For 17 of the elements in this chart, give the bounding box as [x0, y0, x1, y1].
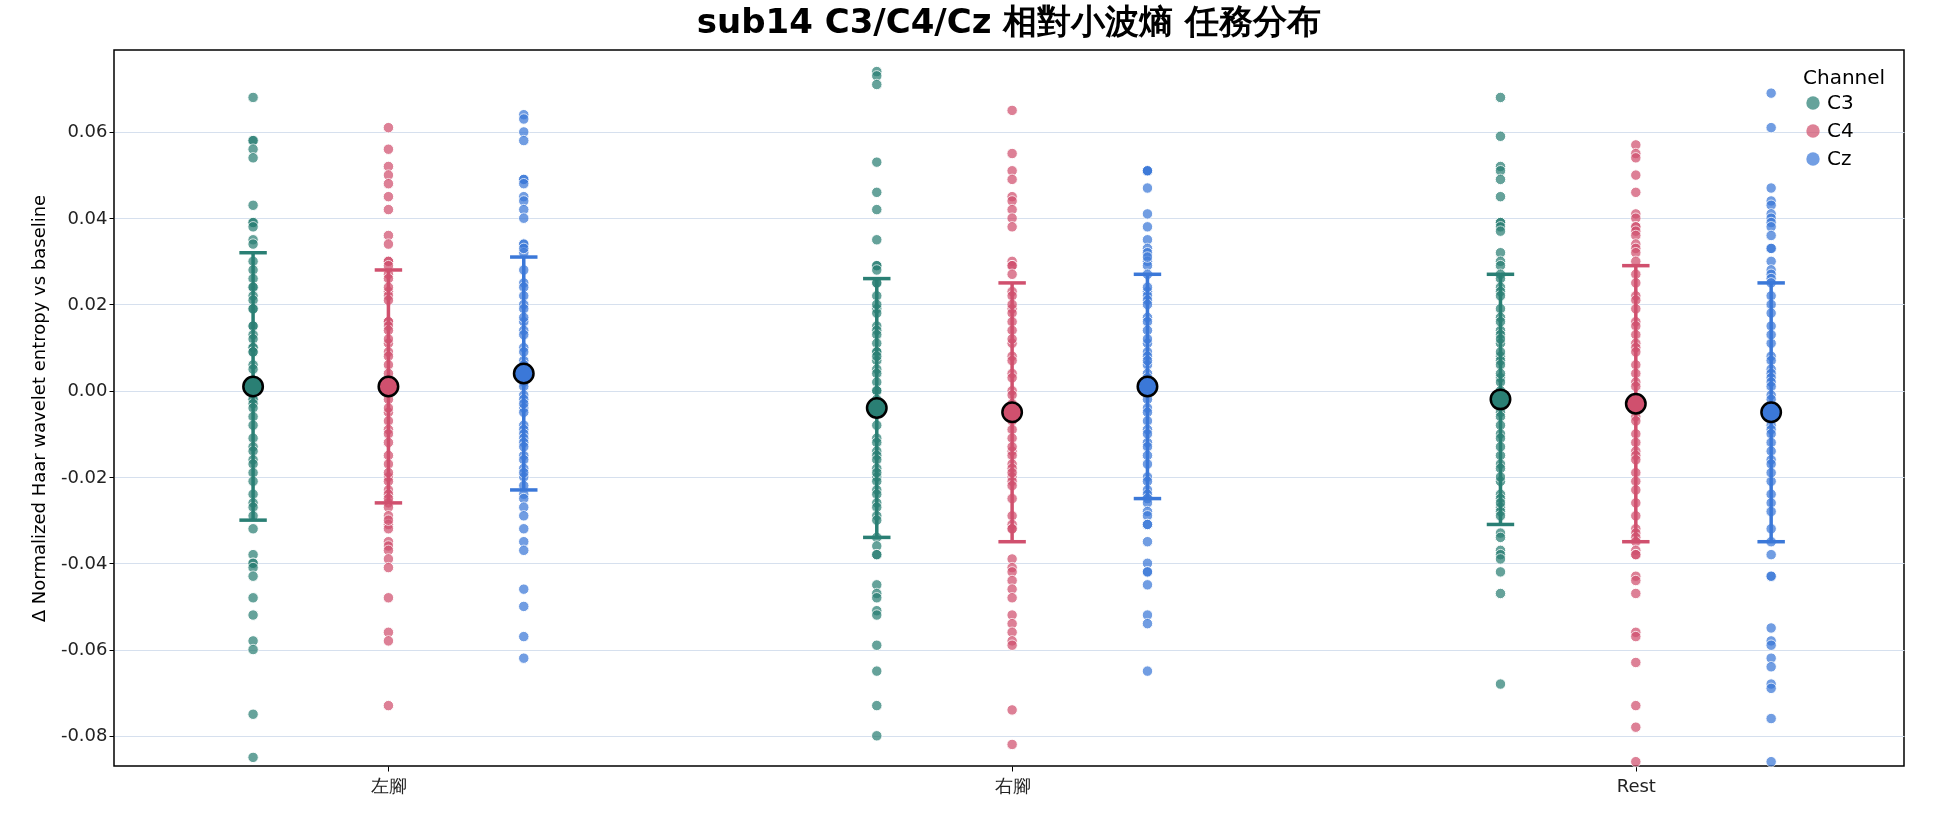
x-tick-label: 右腳: [994, 774, 1031, 796]
y-tick-label: 0.06: [67, 120, 108, 142]
legend-label: C4: [1827, 118, 1854, 142]
x-tick-label: Rest: [1616, 774, 1656, 796]
x-tick-label: 左腳: [370, 774, 407, 796]
y-tick-label: 0.04: [67, 206, 108, 228]
legend-label: C3: [1827, 90, 1854, 114]
y-tick-label: -0.08: [60, 724, 108, 746]
y-tick-label: 0.00: [67, 379, 108, 401]
y-tick-label: -0.02: [60, 465, 108, 487]
y-tick-label: 0.02: [67, 292, 108, 314]
legend-title: Channel: [1803, 65, 1886, 89]
chart-title: sub14 C3/C4/Cz 相對小波熵 任務分布: [696, 1, 1322, 41]
legend-label: Cz: [1827, 146, 1852, 170]
y-tick-label: -0.04: [60, 551, 108, 573]
y-axis-title: Δ Normalized Haar wavelet entropy vs baseline: [27, 194, 49, 623]
y-tick-label: -0.06: [60, 638, 108, 660]
